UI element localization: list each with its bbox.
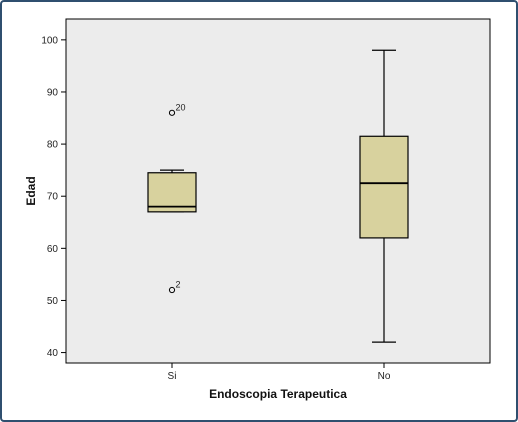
- outlier-label: 20: [176, 102, 186, 112]
- y-tick-label: 50: [47, 296, 59, 307]
- y-axis-title: Edad: [24, 176, 38, 205]
- box-iqr: [147, 172, 197, 213]
- box-iqr: [359, 135, 409, 239]
- x-axis-title: Endoscopia Terapeutica: [209, 387, 347, 401]
- y-tick-label: 90: [47, 87, 59, 98]
- outlier-point: [168, 109, 176, 116]
- y-tick-label: 70: [47, 192, 59, 203]
- y-tick-label: 60: [47, 244, 59, 255]
- y-tick-label: 100: [41, 35, 58, 46]
- y-tick-label: 40: [47, 348, 59, 359]
- x-tick-label: Si: [168, 371, 177, 382]
- x-tick-label: No: [378, 371, 391, 382]
- plot-area: [65, 18, 491, 364]
- outlier-point: [168, 286, 176, 294]
- y-tick-label: 80: [47, 140, 59, 151]
- outlier-label: 2: [176, 280, 181, 290]
